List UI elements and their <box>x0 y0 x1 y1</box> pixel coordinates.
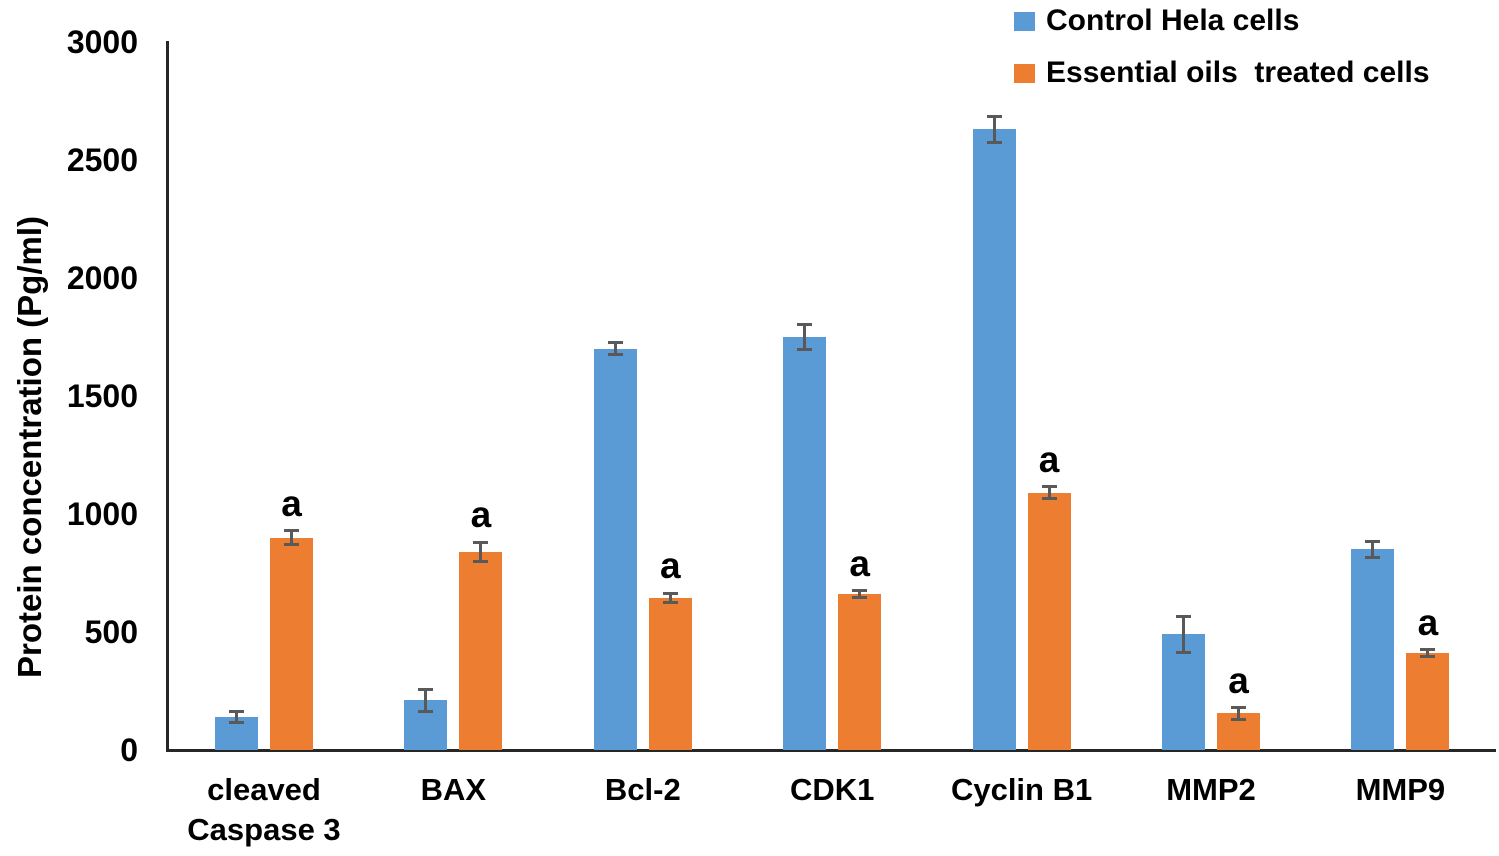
error-bar <box>424 689 428 712</box>
error-bar-cap <box>662 601 678 604</box>
error-bar-cap <box>284 543 299 547</box>
x-tick-label: cleaved Caspase 3 <box>187 772 341 847</box>
sig-label: a <box>281 482 302 524</box>
y-tick-label: 2500 <box>66 142 138 178</box>
error-bar <box>613 342 617 355</box>
error-bar <box>1182 616 1185 653</box>
x-tick-label: MMP2 <box>1166 772 1256 807</box>
error-bar-cap <box>797 348 813 352</box>
bar-control-MMP2 <box>1162 634 1205 750</box>
legend-swatch-control-icon <box>1014 11 1035 31</box>
legend-label-treated: Essential oils treated cells <box>1046 56 1430 89</box>
error-bar-cap <box>473 540 489 544</box>
error-bar <box>668 593 672 603</box>
bar-treated-CDK1 <box>838 594 882 750</box>
error-bar <box>858 590 862 598</box>
error-bar-cap <box>986 114 1002 118</box>
legend-item-control: Control Hela cells <box>1014 6 1299 36</box>
y-tick-label: 500 <box>84 614 138 650</box>
error-bar-cap <box>852 596 868 600</box>
y-tick-label: 2000 <box>66 260 138 296</box>
error-bar-cap <box>797 322 813 326</box>
error-bar <box>479 542 483 562</box>
legend-label-control: Control Hela cells <box>1046 4 1300 37</box>
error-bar-cap <box>418 709 434 713</box>
error-bar-cap <box>473 559 489 563</box>
error-bar-cap <box>662 591 678 595</box>
y-tick-label: 0 <box>120 732 138 768</box>
sig-label: a <box>1228 659 1249 701</box>
error-bar-cap <box>1231 717 1246 721</box>
y-tick-label: 1000 <box>66 496 138 532</box>
error-bar-cap <box>1420 655 1436 659</box>
legend-item-treated: Essential oils treated cells <box>1014 58 1430 88</box>
error-bar-cap <box>1041 497 1057 501</box>
sig-label: a <box>1038 438 1060 480</box>
sig-label: a <box>849 542 870 584</box>
error-bar-cap <box>1365 556 1381 560</box>
error-bar-cap <box>1231 706 1246 710</box>
error-bar <box>1237 707 1240 720</box>
error-bar-cap <box>1176 650 1191 654</box>
bar-treated-BAX <box>459 551 503 750</box>
bar-treated-cleaved Caspase 3 <box>270 537 313 750</box>
x-tick-label: MMP9 <box>1355 772 1446 807</box>
bar-control-Bcl-2 <box>593 348 637 750</box>
x-axis-line <box>166 749 1496 752</box>
error-bar-cap <box>986 140 1002 144</box>
bar-treated-Cyclin B1 <box>1027 492 1071 750</box>
error-bar-cap <box>607 353 623 357</box>
bar-control-MMP9 <box>1351 549 1395 750</box>
error-bar-cap <box>229 709 244 713</box>
error-bar-cap <box>1041 485 1057 489</box>
error-bar <box>235 711 238 723</box>
bar-control-Cyclin B1 <box>972 129 1016 750</box>
error-bar-cap <box>229 721 244 725</box>
sig-label: a <box>660 545 681 587</box>
error-bar-cap <box>1365 539 1381 543</box>
bar-control-CDK1 <box>783 337 827 750</box>
sig-label: a <box>1417 601 1439 643</box>
y-tick-label: 3000 <box>66 24 138 60</box>
bar-treated-Bcl-2 <box>648 597 692 750</box>
sig-label: a <box>470 494 492 536</box>
legend-swatch-treated-icon <box>1014 63 1035 83</box>
error-bar <box>1047 486 1051 499</box>
y-axis-line <box>166 41 169 751</box>
error-bar <box>992 116 996 143</box>
x-tick-label: CDK1 <box>789 772 875 807</box>
error-bar <box>1371 541 1375 558</box>
error-bar <box>1426 649 1430 657</box>
x-tick-label: Cyclin B1 <box>950 772 1093 807</box>
bar-treated-MMP9 <box>1406 653 1450 750</box>
error-bar <box>290 530 293 545</box>
error-bar-cap <box>1176 615 1191 619</box>
error-bar-cap <box>607 341 623 345</box>
error-bar-cap <box>284 529 299 533</box>
error-bar-cap <box>1420 648 1436 652</box>
error-bar-cap <box>852 589 868 593</box>
x-tick-label: BAX <box>420 772 487 807</box>
error-bar <box>803 324 807 350</box>
y-tick-label: 1500 <box>66 378 138 414</box>
x-tick-label: Bcl-2 <box>604 772 681 807</box>
error-bar-cap <box>418 688 434 692</box>
